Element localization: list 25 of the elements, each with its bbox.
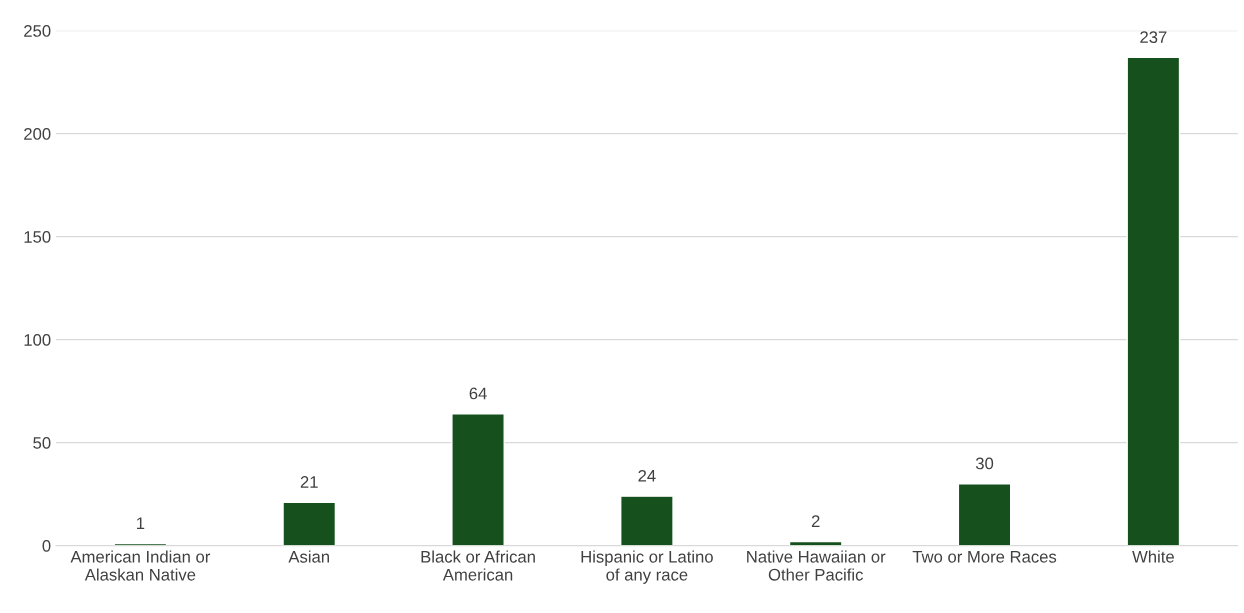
data-label: 21 — [300, 476, 318, 488]
y-tick-label: 100 — [24, 334, 51, 346]
x-tick-label: White — [1132, 550, 1174, 563]
y-tick-label: 50 — [33, 436, 51, 449]
x-tick-label: Black or African American — [421, 550, 535, 581]
x-tick-label: Hispanic or Latino of any race — [581, 550, 713, 584]
bar — [620, 495, 674, 546]
data-label: 2 — [811, 515, 820, 527]
bar — [282, 501, 337, 546]
data-label: 24 — [638, 469, 656, 482]
x-tick-label: Asian — [288, 550, 329, 563]
data-label: 237 — [1140, 31, 1167, 44]
bar — [451, 413, 505, 546]
x-tick-label: Two or More Races — [912, 551, 1057, 563]
y-tick-label: 200 — [24, 128, 51, 140]
data-label: 30 — [975, 457, 994, 470]
bar — [957, 483, 1012, 546]
x-tick-label: Native Hawaiian or Other Pacific — [747, 550, 886, 581]
data-label: 1 — [137, 517, 145, 529]
x-tick-label: American Indian or Alaskan Native — [70, 550, 211, 581]
data-label: 64 — [469, 387, 487, 400]
bar — [1126, 56, 1181, 546]
y-tick-label: 0 — [42, 539, 51, 552]
y-tick-label: 250 — [24, 25, 51, 37]
y-tick-label: 150 — [24, 231, 51, 243]
